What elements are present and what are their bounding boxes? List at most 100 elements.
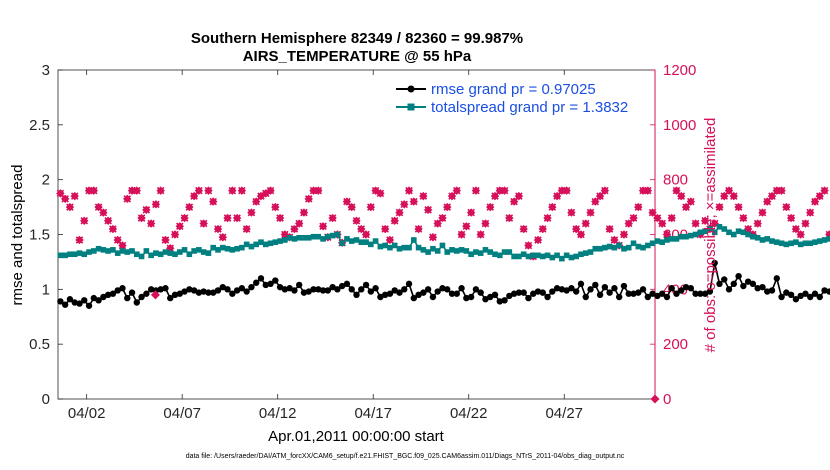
totalspread-point (286, 234, 293, 241)
series-totalspread (57, 224, 830, 262)
totalspread-point (453, 248, 460, 254)
totalspread-point (310, 233, 317, 240)
totalspread-point (415, 244, 422, 251)
assimilated-obs-point (257, 192, 265, 200)
assimilated-obs-point (691, 219, 700, 228)
rmse-point (816, 293, 823, 301)
assimilated-obs-point (104, 217, 112, 225)
totalspread-point (124, 249, 131, 255)
totalspread-point (382, 242, 388, 249)
totalspread-point (282, 237, 288, 243)
rmse-point (324, 287, 332, 294)
totalspread-point (816, 238, 823, 244)
totalspread-point (783, 241, 790, 248)
totalspread-point (196, 247, 202, 253)
rmse-point (692, 290, 699, 297)
rmse-point (205, 289, 212, 296)
rmse-point (472, 286, 480, 293)
assimilated-obs-point (276, 214, 284, 222)
assimilated-obs-point (195, 186, 203, 195)
rmse-point (448, 290, 456, 297)
obs-annotation-point (150, 290, 160, 300)
totalspread-point (659, 239, 665, 245)
totalspread-point (186, 251, 193, 258)
rmse-point (606, 289, 613, 296)
rmse-point (553, 285, 561, 292)
totalspread-point (425, 249, 431, 255)
rmse-point (811, 290, 819, 297)
rmse-point (635, 289, 642, 296)
totalspread-point (76, 250, 83, 256)
rmse-point (615, 293, 623, 301)
rmse-point (663, 293, 671, 301)
assimilated-obs-point (820, 186, 829, 195)
totalspread-point (750, 233, 756, 240)
rmse-point (749, 280, 757, 288)
totalspread-point (387, 244, 393, 251)
rmse-point (644, 293, 652, 301)
y-right-tick-label: 800 (663, 172, 688, 189)
totalspread-point (649, 240, 656, 247)
totalspread-point (802, 240, 809, 247)
assimilated-obs-point (266, 186, 275, 195)
totalspread-point (344, 236, 350, 242)
rmse-point (181, 288, 188, 295)
rmse-point (701, 290, 709, 297)
totalspread-point (134, 251, 140, 258)
rmse-point (639, 286, 647, 293)
assimilated-obs-point (457, 230, 466, 239)
rmse-point (678, 287, 685, 294)
totalspread-point (797, 241, 804, 248)
rmse-point (697, 290, 704, 297)
x-tick-label: 04/22 (450, 405, 488, 422)
assimilated-obs-point (362, 230, 370, 239)
chart-annotations (150, 290, 660, 404)
totalspread-point (592, 245, 599, 252)
rmse-point (238, 285, 246, 292)
rmse-point (229, 290, 236, 297)
rmse-point (668, 285, 675, 292)
rmse-point (210, 289, 217, 296)
rmse-point (315, 286, 322, 293)
totalspread-point (563, 252, 570, 259)
assimilated-obs-point (500, 186, 509, 195)
rmse-point (190, 287, 198, 294)
assimilated-obs-point (386, 236, 394, 244)
assimilated-obs-point (152, 200, 160, 209)
totalspread-point (501, 249, 508, 255)
totalspread-point (463, 248, 470, 254)
rmse-point (534, 288, 542, 295)
assimilated-obs-point (75, 236, 84, 244)
rmse-point (401, 286, 408, 293)
rmse-point (625, 290, 632, 297)
rmse-point (601, 283, 609, 291)
assimilated-obs-point (410, 197, 418, 206)
totalspread-point (611, 244, 618, 251)
assimilated-obs-point (472, 186, 480, 195)
rmse-point (124, 294, 131, 302)
totalspread-point (391, 242, 398, 249)
legend: rmse grand pr = 0.97025 totalspread gran… (392, 78, 650, 118)
assimilated-obs-point (586, 208, 595, 217)
totalspread-point (645, 242, 651, 249)
y-left-tick-label: 1 (42, 281, 50, 298)
totalspread-point (482, 247, 489, 253)
assimilated-obs-point (390, 217, 399, 225)
totalspread-point (516, 253, 522, 260)
totalspread-point (95, 245, 102, 252)
rmse-point (630, 290, 637, 297)
rmse-point (582, 293, 589, 301)
assimilated-obs-point (228, 186, 237, 195)
assimilated-obs-point (328, 214, 337, 222)
assimilated-obs-point (677, 192, 686, 200)
totalspread-point (773, 239, 780, 245)
totalspread-point (731, 231, 737, 238)
rmse-point (429, 293, 437, 301)
assimilated-obs-point (147, 219, 155, 228)
assimilated-obs-point (204, 186, 213, 195)
rmse-point (544, 293, 551, 301)
totalspread-point (754, 234, 761, 241)
rmse-point (114, 287, 121, 294)
assimilated-obs-point (185, 203, 194, 211)
rmse-point (362, 281, 370, 289)
